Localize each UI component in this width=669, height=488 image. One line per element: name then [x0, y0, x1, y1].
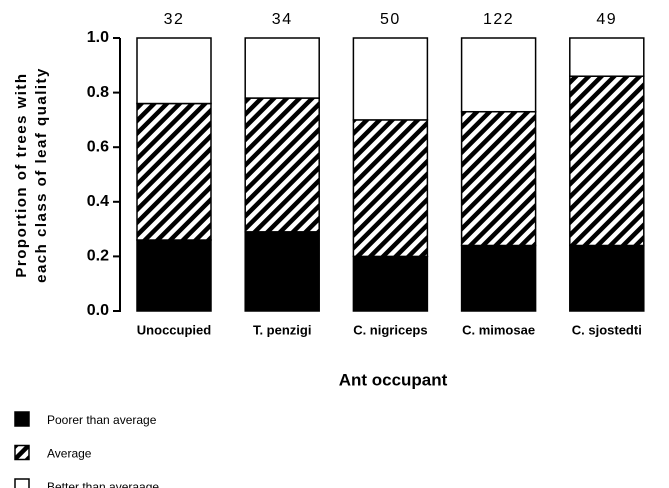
x-tick-label: C. sjostedti: [572, 322, 642, 337]
bar-segment: [136, 102, 212, 241]
y-tick-label: 1.0: [87, 29, 109, 46]
y-tick-label: 0.2: [87, 248, 109, 265]
bar-segment: [352, 119, 429, 258]
bar-segment: [569, 75, 645, 247]
bar-segment: [352, 37, 429, 121]
y-tick-label: 0.8: [87, 84, 109, 101]
bar-segment: [244, 97, 320, 233]
y-tick-label: 0.4: [87, 193, 109, 210]
sample-size: 122: [483, 11, 514, 28]
legend-swatch: [14, 444, 30, 461]
y-axis-label: Proportion of trees with: [13, 72, 30, 277]
legend-label: Average: [47, 447, 92, 461]
bar-segment: [460, 37, 537, 113]
bar-segment: [136, 37, 212, 105]
bar-segment: [136, 239, 212, 312]
x-tick-label: Unoccupied: [137, 322, 211, 337]
bar-segment: [244, 231, 320, 312]
bar-segment: [569, 37, 645, 77]
legend-label: Better than averaage: [47, 480, 159, 488]
sample-size: 34: [272, 11, 293, 28]
legend-swatch: [14, 478, 30, 488]
legend-label: Poorer than average: [47, 413, 157, 427]
x-tick-label: T. penzigi: [253, 322, 312, 337]
bar-segment: [569, 244, 645, 312]
x-tick-label: C. nigriceps: [353, 322, 427, 337]
x-tick-label: C. mimosae: [462, 322, 535, 337]
sample-size: 50: [380, 11, 401, 28]
y-tick-label: 0.0: [87, 302, 109, 319]
bar-segment: [244, 37, 320, 99]
x-axis-label: Ant occupant: [339, 370, 448, 389]
bar-segment: [352, 255, 429, 312]
bar-segment: [460, 244, 537, 312]
y-axis-label: each class of leaf quality: [33, 67, 50, 283]
sample-size: 32: [164, 11, 185, 28]
sample-size: 49: [596, 11, 617, 28]
y-tick-label: 0.6: [87, 138, 109, 155]
bar-segment: [460, 110, 537, 247]
legend-swatch: [14, 411, 30, 427]
